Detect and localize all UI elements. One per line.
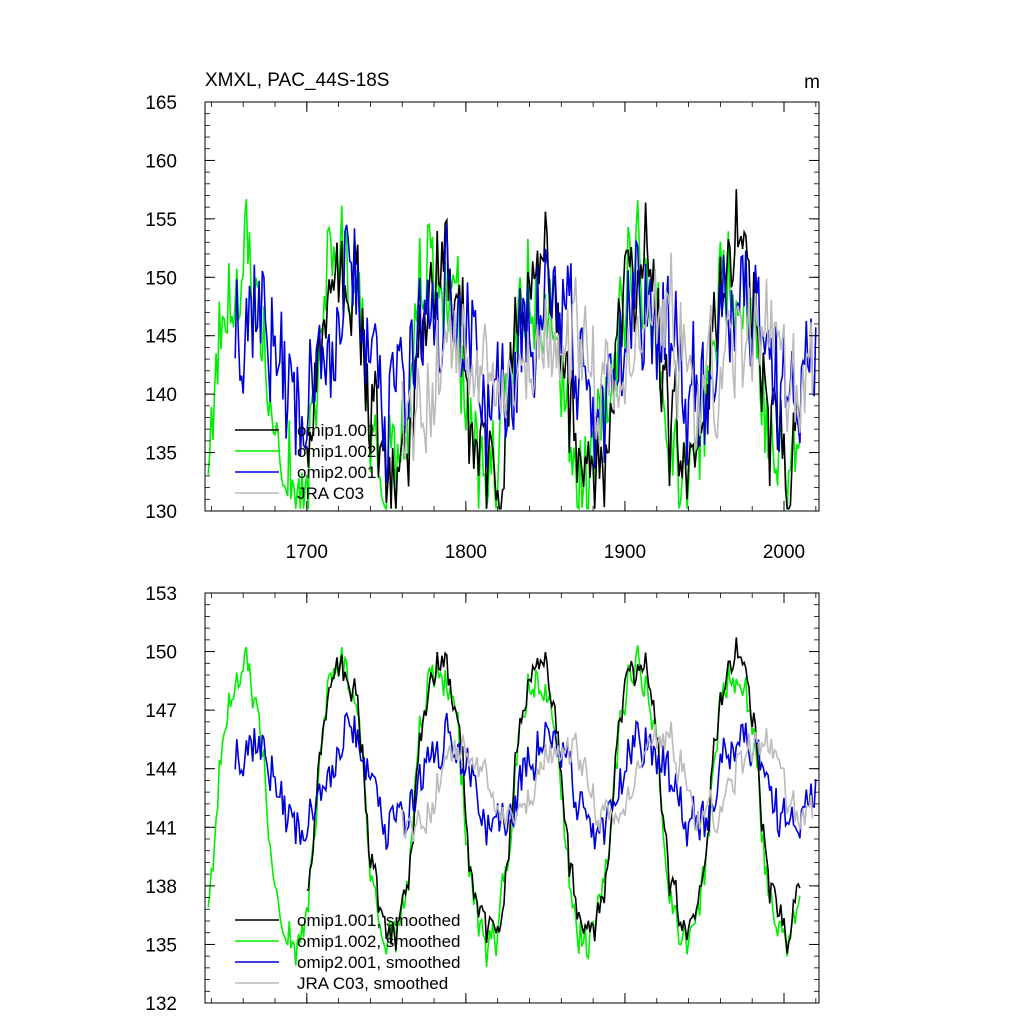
y-tick-label: 145 — [145, 327, 177, 348]
legend-label: omip1.001, smoothed — [297, 911, 461, 930]
y-tick-label: 140 — [145, 385, 177, 406]
y-tick-label: 144 — [145, 760, 177, 781]
x-tick-label: 1700 — [286, 542, 328, 563]
y-tick-label: 153 — [145, 584, 177, 605]
legend-label: omip2.001 — [297, 463, 376, 482]
series-line-omip2-001-smoothed — [234, 711, 817, 850]
y-tick-label: 141 — [145, 818, 177, 839]
y-tick-label: 135 — [145, 935, 177, 956]
plot-frame — [204, 101, 820, 512]
legend-label: omip1.002, smoothed — [297, 932, 461, 951]
bottom-panel: 132 135 138 141 144 147 150 153 omip1.001, smoot… — [145, 584, 820, 1015]
series-line-omip1-001-smoothed — [306, 637, 801, 954]
series-line-omip2-001 — [234, 223, 817, 483]
x-tick-label: 1800 — [445, 542, 487, 563]
legend-label: JRA C03 — [297, 484, 364, 503]
legend-label: omip1.002 — [297, 442, 376, 461]
legend-label: JRA C03, smoothed — [297, 974, 448, 993]
series-line-jra-c03-smoothed — [401, 721, 814, 842]
plot-frame — [204, 592, 820, 1004]
x-tick-label: 1900 — [604, 542, 646, 563]
x-tick-label: 2000 — [763, 542, 805, 563]
y-tick-label: 138 — [145, 877, 177, 898]
top-panel: 130 135 140 145 150 155 160 165 1700 1800 1900 2000… — [145, 93, 820, 563]
y-tick-label: 135 — [145, 444, 177, 465]
chart-title: XMXL, PAC_44S-18S — [205, 70, 389, 91]
y-tick-label: 130 — [145, 502, 177, 523]
y-tick-label: 147 — [145, 701, 177, 722]
y-tick-label: 150 — [145, 643, 177, 664]
legend-label: omip2.001, smoothed — [297, 953, 461, 972]
legend-label: omip1.001 — [297, 421, 376, 440]
y-tick-label: 132 — [145, 994, 177, 1015]
y-tick-label: 160 — [145, 151, 177, 172]
units-label: m — [804, 72, 820, 93]
series-line-jra-c03 — [401, 252, 814, 461]
y-tick-label: 150 — [145, 268, 177, 289]
y-tick-label: 155 — [145, 210, 177, 231]
y-tick-label: 165 — [145, 93, 177, 114]
